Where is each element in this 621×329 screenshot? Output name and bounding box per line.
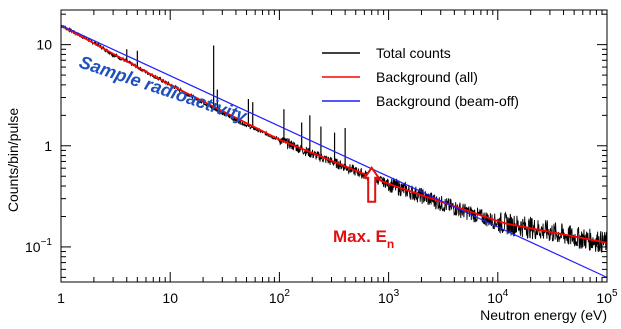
x-axis-title: Neutron energy (eV) bbox=[480, 307, 607, 323]
tick-labels: 1 10 102 103 104 105 10−1 1 10 bbox=[25, 37, 618, 306]
x-tick-label-5: 105 bbox=[596, 288, 618, 306]
max-energy-arrow bbox=[362, 166, 381, 203]
annotation-sample-radioactivity: Sample radioactivity bbox=[77, 52, 250, 127]
annotation-max-energy: Max. En bbox=[333, 227, 394, 251]
y-axis-title: Counts/bin/pulse bbox=[5, 108, 21, 213]
x-tick-label-3: 103 bbox=[378, 288, 400, 306]
series-background-beam-off-line bbox=[60, 24, 608, 278]
axis-ticks bbox=[60, 10, 608, 282]
legend: Total counts Background (all) Background… bbox=[322, 45, 519, 109]
annotation-max-energy-subscript: n bbox=[387, 237, 394, 251]
legend-label-background-all: Background (all) bbox=[376, 69, 478, 85]
legend-label-total: Total counts bbox=[376, 45, 451, 61]
y-tick-label-2: 10 bbox=[36, 37, 52, 53]
x-tick-label-2: 102 bbox=[269, 288, 291, 306]
legend-label-background-beam-off: Background (beam-off) bbox=[376, 93, 519, 109]
plot-lines bbox=[60, 24, 608, 278]
y-tick-label-0: 10−1 bbox=[25, 237, 52, 255]
x-tick-label-0: 1 bbox=[57, 290, 65, 306]
max-energy-arrow-shape bbox=[362, 166, 381, 203]
series-background-all-line bbox=[60, 24, 608, 244]
y-tick-label-1: 1 bbox=[44, 138, 52, 154]
x-tick-label-4: 104 bbox=[487, 288, 509, 306]
x-tick-label-1: 10 bbox=[162, 290, 178, 306]
